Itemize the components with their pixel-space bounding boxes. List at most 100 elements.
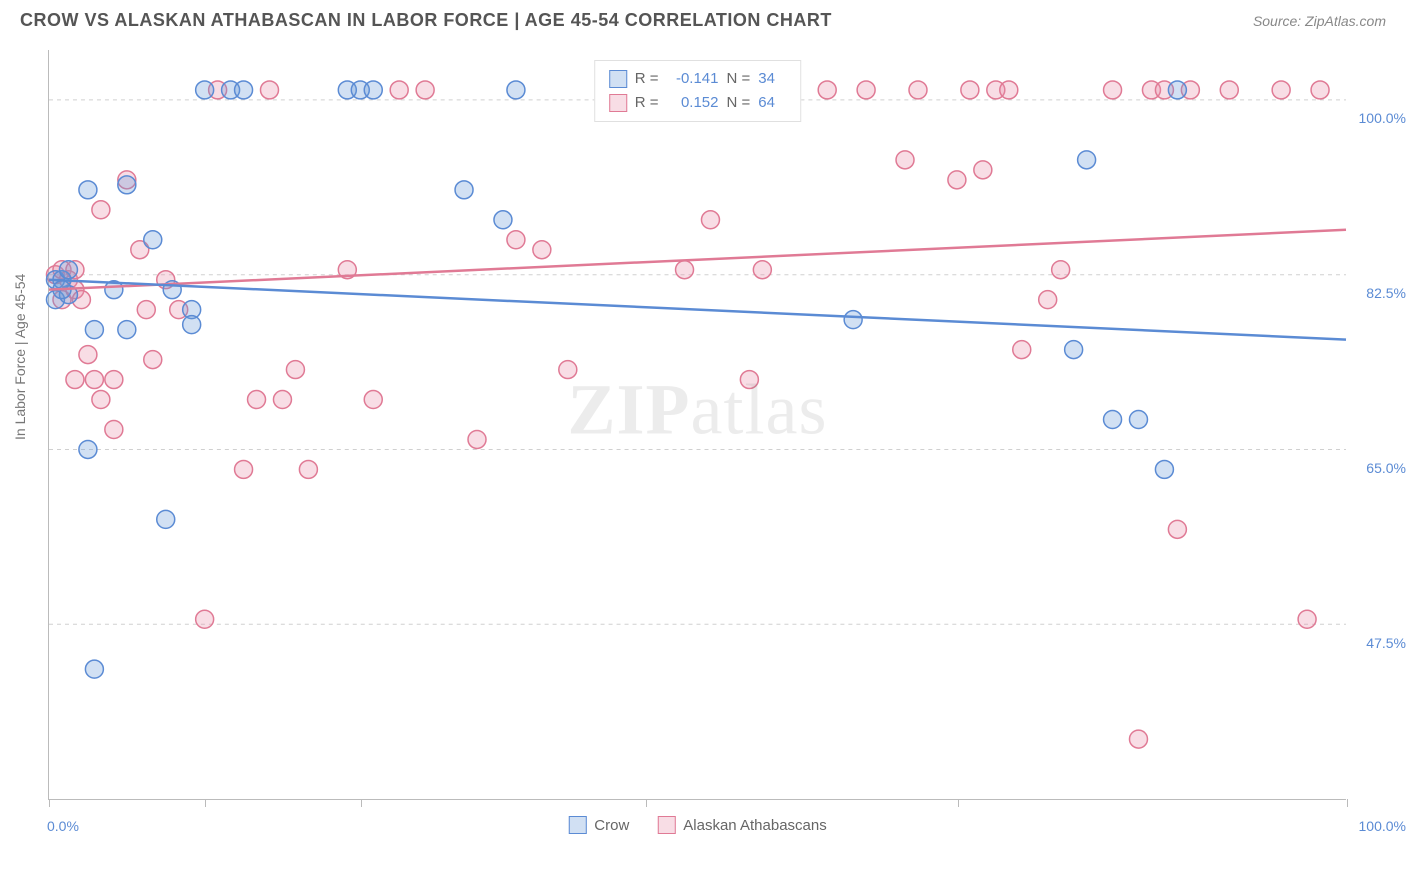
data-point xyxy=(1065,341,1083,359)
data-point xyxy=(1129,411,1147,429)
n-label: N = xyxy=(727,67,751,91)
data-point xyxy=(144,351,162,369)
crow-swatch-icon xyxy=(609,70,627,88)
data-point xyxy=(1104,411,1122,429)
data-point xyxy=(416,81,434,99)
data-point xyxy=(390,81,408,99)
data-point xyxy=(260,81,278,99)
x-tick xyxy=(646,799,647,807)
data-point xyxy=(1311,81,1329,99)
n-label: N = xyxy=(727,91,751,115)
x-axis-min-label: 0.0% xyxy=(47,818,79,834)
data-point xyxy=(1039,291,1057,309)
data-point xyxy=(105,421,123,439)
plot-svg xyxy=(49,50,1346,799)
data-point xyxy=(79,440,97,458)
data-point xyxy=(1000,81,1018,99)
y-tick-label: 65.0% xyxy=(1351,460,1406,476)
data-point xyxy=(105,371,123,389)
legend-row-crow: R = -0.141 N = 34 xyxy=(609,67,787,91)
data-point xyxy=(79,346,97,364)
data-point xyxy=(92,391,110,409)
x-tick xyxy=(205,799,206,807)
data-point xyxy=(92,201,110,219)
data-point xyxy=(235,81,253,99)
data-point xyxy=(1129,730,1147,748)
data-point xyxy=(59,261,77,279)
crow-n-value: 34 xyxy=(758,67,786,91)
data-point xyxy=(857,81,875,99)
correlation-legend: R = -0.141 N = 34 R = 0.152 N = 64 xyxy=(594,60,802,122)
data-point xyxy=(1078,151,1096,169)
x-tick xyxy=(958,799,959,807)
data-point xyxy=(364,391,382,409)
y-tick-label: 82.5% xyxy=(1351,285,1406,301)
data-point xyxy=(1052,261,1070,279)
athabascan-n-value: 64 xyxy=(758,91,786,115)
data-point xyxy=(85,321,103,339)
r-label: R = xyxy=(635,67,659,91)
data-point xyxy=(753,261,771,279)
data-point xyxy=(1013,341,1031,359)
data-point xyxy=(79,181,97,199)
data-point xyxy=(1168,520,1186,538)
y-tick-label: 47.5% xyxy=(1351,635,1406,651)
athabascan-label: Alaskan Athabascans xyxy=(683,817,826,834)
trend-line xyxy=(49,230,1346,290)
data-point xyxy=(948,171,966,189)
data-point xyxy=(740,371,758,389)
crow-r-value: -0.141 xyxy=(667,67,719,91)
data-point xyxy=(183,316,201,334)
data-point xyxy=(559,361,577,379)
data-point xyxy=(273,391,291,409)
legend-item-crow: Crow xyxy=(568,816,629,834)
data-point xyxy=(533,241,551,259)
data-point xyxy=(1155,460,1173,478)
data-point xyxy=(364,81,382,99)
athabascan-r-value: 0.152 xyxy=(667,91,719,115)
data-point xyxy=(1168,81,1186,99)
data-point xyxy=(1272,81,1290,99)
data-point xyxy=(235,460,253,478)
data-point xyxy=(1220,81,1238,99)
x-tick xyxy=(361,799,362,807)
data-point xyxy=(196,81,214,99)
data-point xyxy=(701,211,719,229)
data-point xyxy=(157,510,175,528)
crow-swatch-icon xyxy=(568,816,586,834)
data-point xyxy=(196,610,214,628)
data-point xyxy=(299,460,317,478)
data-point xyxy=(1104,81,1122,99)
x-tick xyxy=(49,799,50,807)
data-point xyxy=(896,151,914,169)
x-tick xyxy=(1347,799,1348,807)
chart-plot-area: ZIPatlas R = -0.141 N = 34 R = 0.152 N =… xyxy=(48,50,1346,800)
series-legend: Crow Alaskan Athabascans xyxy=(568,816,826,834)
data-point xyxy=(144,231,162,249)
data-point xyxy=(974,161,992,179)
r-label: R = xyxy=(635,91,659,115)
data-point xyxy=(85,660,103,678)
athabascan-swatch-icon xyxy=(657,816,675,834)
data-point xyxy=(676,261,694,279)
data-point xyxy=(507,81,525,99)
x-axis-max-label: 100.0% xyxy=(1359,818,1406,834)
source-attribution: Source: ZipAtlas.com xyxy=(1253,13,1386,29)
y-axis-label: In Labor Force | Age 45-54 xyxy=(12,274,28,440)
data-point xyxy=(909,81,927,99)
data-point xyxy=(248,391,266,409)
data-point xyxy=(66,371,84,389)
data-point xyxy=(818,81,836,99)
data-point xyxy=(118,321,136,339)
data-point xyxy=(85,371,103,389)
legend-row-athabascan: R = 0.152 N = 64 xyxy=(609,91,787,115)
data-point xyxy=(507,231,525,249)
data-point xyxy=(286,361,304,379)
chart-title: CROW VS ALASKAN ATHABASCAN IN LABOR FORC… xyxy=(20,10,832,31)
legend-item-athabascan: Alaskan Athabascans xyxy=(657,816,826,834)
y-tick-label: 100.0% xyxy=(1351,110,1406,126)
data-point xyxy=(455,181,473,199)
data-point xyxy=(961,81,979,99)
trend-line xyxy=(49,280,1346,340)
data-point xyxy=(118,176,136,194)
